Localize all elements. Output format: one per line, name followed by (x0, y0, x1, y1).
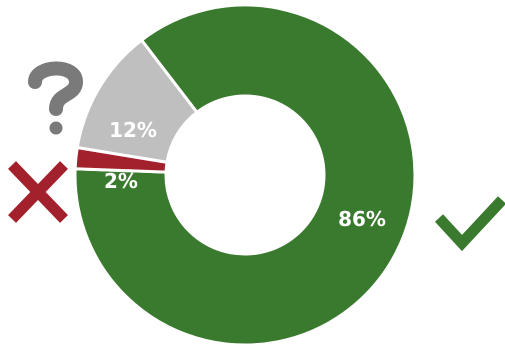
donut-slice-yes (73, 3, 417, 345)
slice-label-unsure: 12% (109, 118, 157, 142)
question-mark-icon (28, 61, 84, 135)
donut-slice-unsure (75, 38, 200, 164)
cross-icon (8, 161, 68, 223)
donut-slices (73, 3, 417, 345)
slice-label-no: 2% (104, 169, 138, 193)
slice-label-yes: 86% (338, 207, 386, 231)
checkmark-icon (434, 196, 505, 252)
slice-labels: 86% 2% 12% (104, 118, 386, 231)
